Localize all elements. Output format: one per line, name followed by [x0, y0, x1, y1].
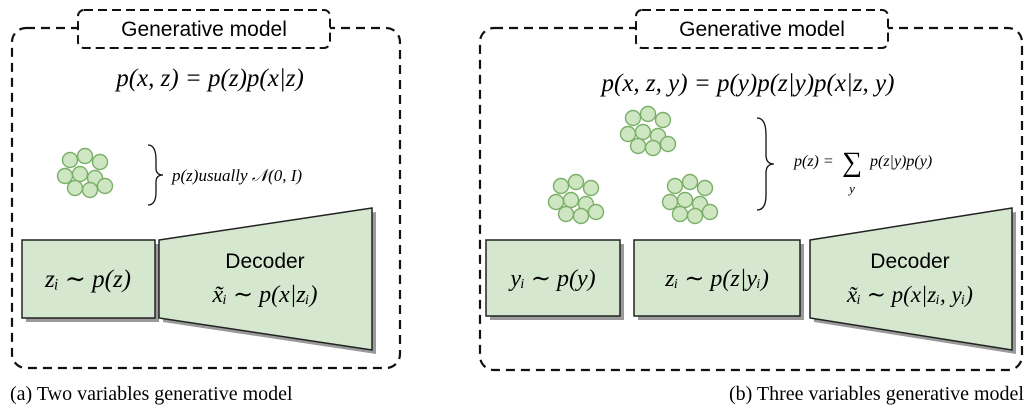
point	[557, 205, 575, 223]
point	[572, 207, 590, 225]
decoder	[809, 207, 1013, 351]
box-text: zᵢ ∼ p(z|yᵢ)	[664, 266, 769, 292]
prior-rhs: p(z|y)p(y)	[869, 153, 932, 170]
prior-lhs: p(z) =	[793, 153, 834, 170]
latent-box	[21, 239, 156, 319]
sum-sign: ∑	[842, 147, 862, 178]
point	[81, 181, 99, 199]
decoder-title: Decoder	[870, 250, 949, 273]
point	[681, 173, 699, 191]
caption: (a) Two variables generative model	[10, 383, 293, 405]
point	[552, 177, 570, 195]
brace	[147, 144, 164, 206]
point	[686, 207, 704, 225]
decoder-formula: x̃ᵢ ∼ p(x|zᵢ, yᵢ)	[846, 282, 973, 307]
point	[661, 193, 679, 211]
label-box	[635, 9, 889, 49]
point	[671, 205, 689, 223]
point	[659, 135, 677, 153]
decoder-title: Decoder	[225, 250, 304, 273]
point	[629, 137, 647, 155]
caption: (b) Three variables generative model	[729, 383, 1024, 405]
clusters	[547, 105, 719, 225]
box-text: zᵢ ∼ p(z)	[44, 266, 131, 293]
point	[71, 165, 89, 183]
point	[624, 109, 642, 127]
prior-note: p(z)usually 𝒩(0, I)	[171, 166, 302, 185]
point	[76, 147, 94, 165]
point	[567, 173, 585, 191]
point	[56, 167, 74, 185]
cluster	[56, 147, 114, 199]
panel-label: Generative model	[679, 18, 845, 41]
brace	[756, 117, 775, 211]
point	[582, 179, 600, 197]
point	[562, 191, 580, 209]
point	[639, 105, 657, 123]
decoder	[158, 207, 373, 351]
point	[96, 177, 114, 195]
panel-label: Generative model	[121, 18, 287, 41]
label-box	[77, 9, 331, 49]
label-var-box	[485, 239, 621, 317]
point	[619, 125, 637, 143]
point	[587, 203, 605, 221]
point	[701, 203, 719, 221]
box-text: yᵢ ∼ p(y)	[508, 266, 595, 292]
sum-index: y	[847, 181, 855, 196]
point	[66, 179, 84, 197]
point	[644, 139, 662, 157]
point	[654, 111, 672, 129]
equation: p(x, z, y) = p(y)p(z|y)p(x|z, y)	[600, 70, 895, 97]
point	[666, 177, 684, 195]
equation: p(x, z) = p(z)p(x|z)	[114, 65, 304, 92]
point	[696, 179, 714, 197]
point	[676, 191, 694, 209]
point	[547, 193, 565, 211]
point	[634, 123, 652, 141]
latent-box	[633, 239, 801, 317]
point	[91, 153, 109, 171]
decoder-formula: x̃ᵢ ∼ p(x|zᵢ)	[212, 282, 318, 308]
point	[61, 151, 79, 169]
